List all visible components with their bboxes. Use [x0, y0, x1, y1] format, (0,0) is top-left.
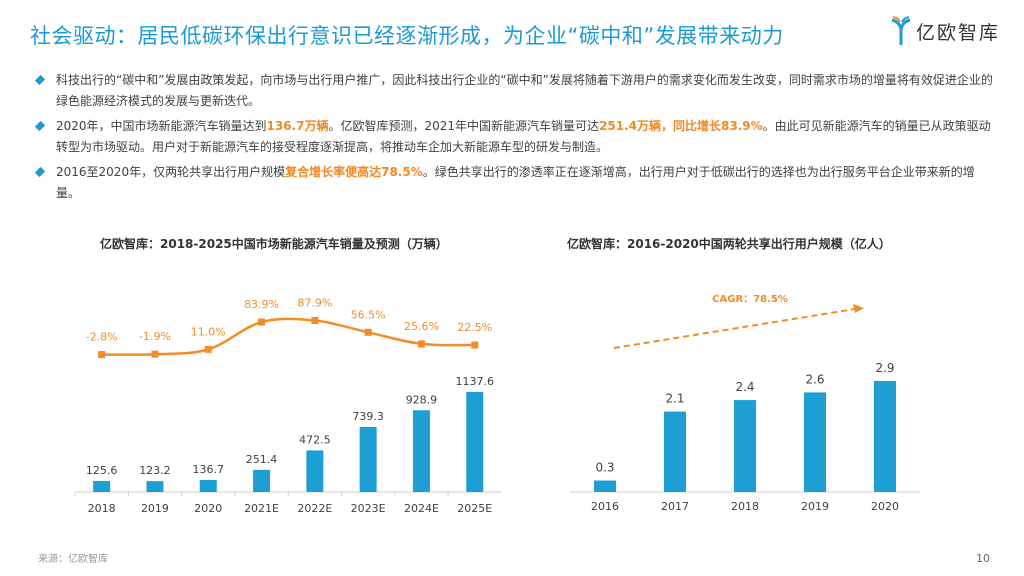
- logo-icon: [891, 16, 911, 45]
- cagr-annotation: CAGR：78.5%: [712, 294, 788, 305]
- line-marker: [364, 328, 372, 336]
- line-label: 83.9%: [244, 298, 279, 311]
- bar: [594, 480, 616, 492]
- x-tick-label: 2016: [591, 500, 619, 513]
- x-tick-label: 2023E: [351, 502, 386, 515]
- line-label: -2.8%: [86, 331, 118, 344]
- bar: [412, 410, 430, 492]
- source-note: 来源：亿欧智库: [38, 554, 108, 565]
- cagr-arrow: [613, 308, 856, 349]
- bullet-text: 。亿欧智库预测，2021年中国新能源汽车销量可达: [328, 119, 600, 133]
- line-marker: [417, 340, 425, 348]
- page-title: 社会驱动：居民低碳环保出行意识已经逐渐形成，为企业“碳中和”发展带来动力: [30, 24, 784, 48]
- page-number: 10: [976, 552, 990, 565]
- x-tick-label: 2017: [661, 500, 689, 513]
- arrow-head-icon: [853, 304, 864, 313]
- x-tick-label: 2020: [194, 502, 222, 515]
- bar: [664, 411, 686, 492]
- bar-label: 136.7: [193, 463, 225, 476]
- bullet-text: 2020年，中国市场新能源汽车销量达到: [56, 119, 267, 133]
- x-tick-label: 2018: [731, 500, 759, 513]
- line-marker: [204, 345, 212, 353]
- bar-label: 739.3: [352, 410, 384, 423]
- bullet-text: 科技出行的“碳中和”发展由政策发起，向市场与出行用户推广，因此科技出行企业的“碳…: [56, 73, 993, 108]
- x-tick-label: 2020: [871, 500, 899, 513]
- bar: [466, 391, 484, 492]
- logo: 亿欧智库: [890, 16, 1000, 46]
- highlight-text: 复合增长率便高达78.5%: [285, 165, 423, 179]
- bar: [199, 479, 217, 492]
- line-marker: [98, 351, 106, 359]
- line-marker: [151, 350, 159, 358]
- bullet-item: 科技出行的“碳中和”发展由政策发起，向市场与出行用户推广，因此科技出行企业的“碳…: [34, 70, 996, 112]
- x-tick-label: 2025E: [457, 502, 492, 515]
- logo-text: 亿欧智库: [916, 21, 1001, 44]
- x-tick-label: 2022E: [297, 502, 332, 515]
- bullet-list: 科技出行的“碳中和”发展由政策发起，向市场与出行用户推广，因此科技出行企业的“碳…: [34, 70, 996, 208]
- x-tick-label: 2018: [88, 502, 116, 515]
- bullet-item: 2016至2020年，仅两轮共享出行用户规模复合增长率便高达78.5%。绿色共享…: [34, 162, 996, 204]
- chart-title-right: 亿欧智库：2016-2020中国两轮共享出行用户规模（亿人）: [567, 237, 891, 251]
- line-marker: [471, 341, 479, 349]
- chart-title-left: 亿欧智库：2018-2025中国市场新能源汽车销量及预测（万辆）: [100, 237, 448, 251]
- bar: [306, 450, 324, 492]
- line-label: 56.5%: [351, 308, 386, 321]
- line-label: 22.5%: [457, 321, 492, 334]
- bar-label: 125.6: [86, 464, 118, 477]
- bar: [93, 480, 111, 492]
- bullet-item: 2020年，中国市场新能源汽车销量达到136.7万辆。亿欧智库预测，2021年中…: [34, 116, 996, 158]
- highlight-text: 136.7万辆: [266, 119, 329, 133]
- bullet-text: 。绿色共享出行的渗透率正在逐渐增高，出行用户对于低碳出行的选择也为出行服务平台企…: [56, 165, 975, 200]
- highlight-text: 251.4万辆，同比增长83.9%: [599, 119, 763, 133]
- bar-label: 2.6: [805, 372, 824, 386]
- line-label: 87.9%: [297, 297, 332, 310]
- bar-label: 928.9: [406, 393, 438, 406]
- x-tick-label: 2019: [141, 502, 169, 515]
- line-label: 11.0%: [191, 325, 226, 338]
- bar: [359, 426, 377, 492]
- bullet-text: 2016至2020年，仅两轮共享出行用户规模: [56, 165, 286, 179]
- x-tick-label: 2019: [801, 500, 829, 513]
- x-tick-label: 2024E: [404, 502, 439, 515]
- bar-label: 0.3: [595, 461, 614, 475]
- bar: [804, 392, 826, 492]
- bar-label: 2.1: [665, 392, 684, 406]
- bar-label: 472.5: [299, 433, 331, 446]
- bar-label: 1137.6: [456, 375, 495, 388]
- line-label: 25.6%: [404, 320, 439, 333]
- bar: [734, 400, 756, 492]
- line-marker: [311, 317, 319, 325]
- bar: [874, 380, 896, 492]
- bar: [146, 481, 164, 492]
- bullet-text: 。由此可见新能源汽车的销量已从政策驱动转型为市场驱动。用户对于新能源汽车的接受程…: [56, 119, 991, 154]
- bar-label: 251.4: [246, 453, 278, 466]
- line-label: -1.9%: [139, 330, 171, 343]
- x-tick-label: 2021E: [244, 502, 279, 515]
- bar-label: 2.4: [735, 380, 754, 394]
- line-marker: [258, 318, 266, 326]
- bar: [253, 469, 271, 492]
- bar-label: 2.9: [875, 361, 894, 375]
- growth-line: [101, 317, 475, 356]
- bar-label: 123.2: [139, 464, 171, 477]
